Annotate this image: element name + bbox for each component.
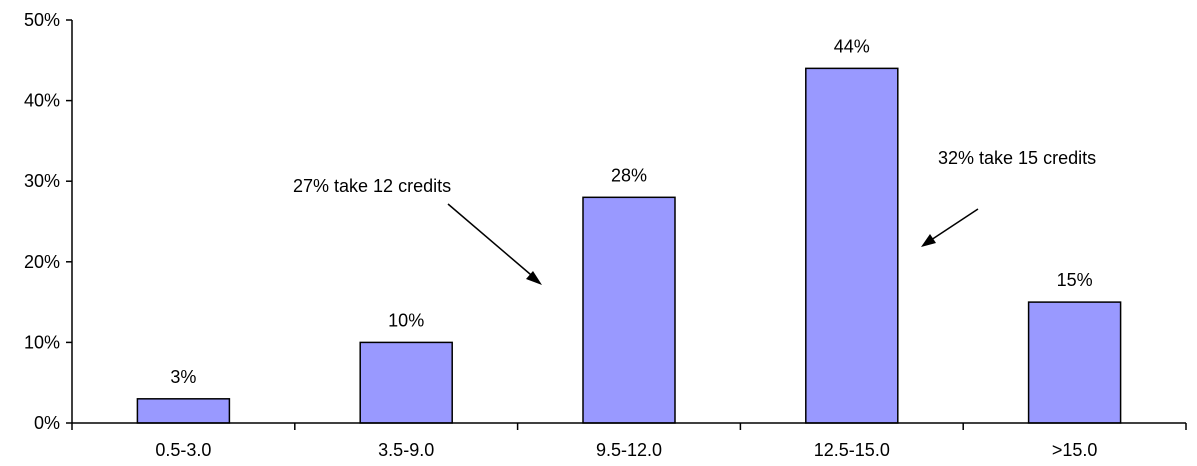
data-label: 44% xyxy=(834,36,870,56)
x-tick-label: 3.5-9.0 xyxy=(378,440,434,460)
annotation-12-credits: 27% take 12 credits xyxy=(293,176,542,285)
y-tick-label: 50% xyxy=(24,10,60,30)
x-tick-label: 12.5-15.0 xyxy=(814,440,890,460)
data-label: 3% xyxy=(170,367,196,387)
annotation-15-credits-text: 32% take 15 credits xyxy=(938,148,1096,168)
bar->15.0 xyxy=(1027,301,1122,424)
y-axis-ticks: 0% 10% 20% 30% 40% 50% xyxy=(24,10,72,433)
data-label: 15% xyxy=(1057,270,1093,290)
x-tick-label: 9.5-12.0 xyxy=(596,440,662,460)
data-label: 28% xyxy=(611,165,647,185)
x-tick-label: 0.5-3.0 xyxy=(155,440,211,460)
bar-12.5-15.0 xyxy=(805,67,899,424)
data-labels: 3% 10% 28% 44% 15% xyxy=(170,36,1092,386)
data-label: 10% xyxy=(388,310,424,330)
annotation-15-credits-arrow xyxy=(927,208,979,243)
y-tick-label: 30% xyxy=(24,171,60,191)
annotation-12-credits-text: 27% take 12 credits xyxy=(293,176,451,196)
annotation-15-credits-arrowhead xyxy=(921,234,936,247)
x-tick-label: >15.0 xyxy=(1052,440,1098,460)
x-axis-ticks: 0.5-3.0 3.5-9.0 9.5-12.0 12.5-15.0 >15.0 xyxy=(71,423,1187,460)
y-tick-label: 20% xyxy=(24,252,60,272)
bar-0.5-3.0 xyxy=(136,398,231,424)
y-tick-label: 0% xyxy=(34,413,60,433)
annotation-12-credits-arrowhead xyxy=(526,271,542,285)
bars xyxy=(136,67,1122,424)
y-tick-label: 10% xyxy=(24,332,60,352)
y-tick-label: 40% xyxy=(24,91,60,111)
annotation-15-credits: 32% take 15 credits xyxy=(921,148,1096,247)
annotation-12-credits-arrow xyxy=(447,203,538,281)
bar-3.5-9.0 xyxy=(359,341,453,424)
bar-9.5-12.0 xyxy=(582,196,676,424)
